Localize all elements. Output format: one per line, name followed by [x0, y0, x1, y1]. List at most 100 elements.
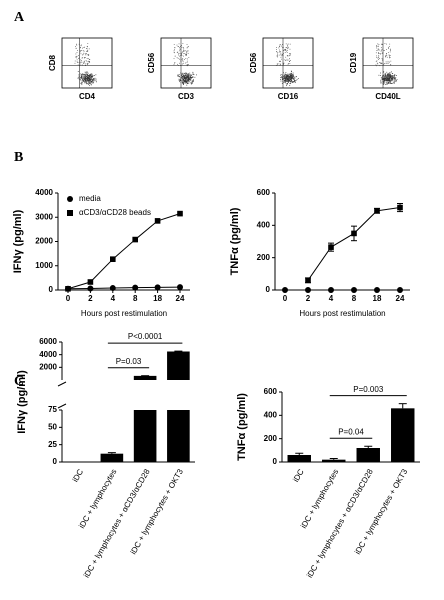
flow-dots	[74, 43, 97, 86]
flow-dot	[86, 45, 88, 47]
significance-label: P<0.0001	[128, 332, 163, 341]
flow-dot	[86, 78, 88, 80]
y-tick-label: 400	[257, 220, 271, 229]
flow-dot	[292, 75, 294, 76]
flow-dot	[290, 79, 291, 81]
flow-dot	[386, 55, 388, 56]
flow-dot	[375, 64, 377, 66]
flow-dot	[388, 72, 390, 74]
flow-dot	[78, 74, 80, 76]
x-tick-label: iDC	[291, 467, 306, 483]
flow-dot	[387, 76, 389, 78]
flow-dot	[389, 51, 391, 53]
flow-dot	[187, 77, 189, 79]
flow-dot	[85, 76, 87, 77]
flow-dot	[83, 73, 85, 75]
flow-dot	[289, 84, 291, 86]
flow-dot	[377, 63, 379, 65]
flow-dot	[85, 75, 87, 77]
flow-dot	[184, 73, 186, 75]
flow-dot	[389, 75, 391, 77]
flow-dot	[81, 77, 82, 79]
flow-dot	[82, 47, 83, 49]
flow-dot	[296, 79, 298, 81]
flow-dot	[382, 71, 384, 73]
flow-dot	[388, 74, 390, 76]
flow-dot	[93, 75, 95, 76]
flow-dot	[83, 52, 85, 54]
flow-dot	[87, 72, 89, 74]
flow-dot	[87, 79, 89, 81]
flow-dot	[286, 83, 288, 84]
flow-dot	[81, 75, 83, 77]
flow-dot	[290, 60, 291, 61]
flow-dot	[95, 78, 97, 80]
flow-dot	[395, 77, 397, 79]
flow-dot	[182, 81, 184, 83]
flow-dot	[188, 78, 190, 80]
flow-dot	[189, 82, 191, 84]
flow-dot	[78, 58, 79, 59]
flow-dot	[192, 81, 194, 83]
flow-dot	[390, 77, 392, 79]
flow-dot	[389, 48, 391, 50]
flow-dot	[86, 77, 87, 79]
flow-dot	[383, 75, 385, 77]
flow-dot	[178, 54, 179, 56]
flow-dot	[386, 84, 388, 85]
flow-dot	[91, 80, 93, 82]
flow-dot	[85, 76, 86, 78]
flow-dot	[287, 83, 288, 85]
flow-dot	[91, 75, 93, 76]
flow-dot	[88, 76, 90, 77]
flow-dot	[276, 63, 278, 65]
flow-dot	[380, 75, 381, 76]
flow-dot	[281, 82, 283, 84]
flow-dot	[186, 79, 188, 80]
flow-dot	[384, 75, 386, 77]
flow-dot	[184, 82, 186, 84]
flow-dot	[276, 49, 277, 50]
flow-dot	[87, 79, 88, 81]
flow-dot	[290, 53, 292, 55]
flow-dot	[87, 80, 89, 82]
flow-dot	[279, 51, 281, 52]
flow-dot	[82, 77, 84, 79]
flow-dot	[178, 46, 179, 47]
flow-dot	[385, 79, 387, 81]
flow-dot	[292, 81, 294, 83]
flow-dot	[379, 58, 380, 60]
flow-dot	[183, 78, 185, 80]
flow-dot	[384, 78, 386, 79]
flow-dot	[388, 78, 390, 80]
flow-dot	[84, 78, 85, 80]
flow-dot	[88, 81, 89, 83]
flow-dot	[191, 82, 193, 83]
flow-dot	[180, 65, 181, 66]
flow-dot	[388, 82, 390, 84]
flow-dot	[173, 52, 175, 53]
flow-dot	[83, 78, 85, 80]
flow-dot	[188, 57, 190, 58]
flow-dot	[91, 76, 93, 78]
flow-dot	[186, 81, 187, 83]
flow-dot	[83, 62, 85, 64]
flow-dot	[87, 76, 89, 78]
flow-dot	[88, 82, 90, 84]
flow-dot	[87, 63, 89, 65]
flow-dot	[189, 76, 191, 78]
flow-dot	[80, 61, 82, 63]
flow-dot	[187, 50, 189, 52]
flow-dot	[383, 81, 385, 83]
flow-dot	[179, 62, 180, 64]
flow-dot	[286, 77, 288, 79]
flow-dot	[185, 58, 187, 59]
y-tick-label: 0	[273, 457, 278, 466]
flow-dot	[191, 77, 193, 78]
flow-dot	[88, 83, 90, 85]
flow-dot	[91, 82, 93, 83]
flow-dot	[180, 59, 182, 61]
flow-dot	[287, 76, 289, 78]
flow-dot	[94, 79, 96, 81]
flow-dot	[83, 78, 85, 79]
